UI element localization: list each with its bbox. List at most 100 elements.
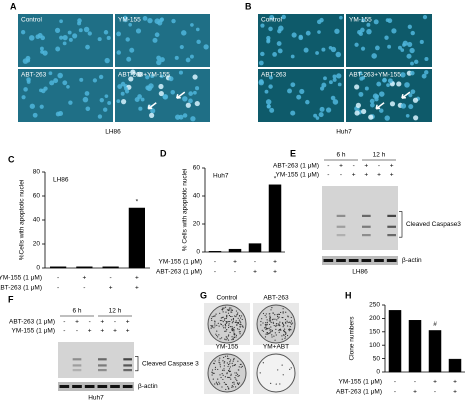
nucleus <box>79 77 84 82</box>
blot-band <box>98 369 107 372</box>
image-label: YM-155 <box>118 17 141 24</box>
colony <box>270 329 272 331</box>
colony <box>233 333 236 335</box>
colony <box>268 320 270 322</box>
colony <box>237 312 239 314</box>
bar <box>128 207 145 269</box>
colony <box>228 358 230 360</box>
colony <box>287 325 289 327</box>
colony <box>214 383 216 385</box>
colony <box>219 374 221 376</box>
colony <box>229 376 231 379</box>
colony <box>290 367 292 369</box>
nucleus <box>53 78 59 84</box>
colony <box>232 360 234 362</box>
colony <box>225 322 228 324</box>
colony <box>227 365 229 368</box>
colony <box>225 383 228 386</box>
colony <box>282 323 285 325</box>
colony <box>282 374 284 376</box>
colony <box>236 324 238 326</box>
nucleus <box>339 15 343 20</box>
colony <box>235 378 237 380</box>
colony <box>216 330 218 332</box>
colony <box>231 385 233 387</box>
colony <box>281 338 283 340</box>
colony <box>224 323 226 325</box>
colony <box>221 337 223 339</box>
image-label: ABT-263+YM-155 <box>349 72 401 79</box>
bar <box>248 243 262 253</box>
condition-name: YM-155 (1 μM) <box>339 379 382 386</box>
colony <box>231 386 233 388</box>
nucleus <box>409 47 415 54</box>
colony <box>269 313 271 315</box>
colony <box>276 323 278 325</box>
colony <box>227 363 230 366</box>
colony <box>213 327 215 329</box>
colony <box>231 336 233 338</box>
colony <box>226 355 229 357</box>
colony <box>216 334 218 337</box>
condition-sign: - <box>434 389 436 396</box>
nucleus <box>368 114 374 120</box>
colony <box>212 372 214 374</box>
colony <box>271 319 274 321</box>
colony <box>237 375 239 377</box>
nucleus <box>39 46 44 51</box>
nucleus <box>26 58 31 63</box>
colony <box>271 330 273 332</box>
colony <box>232 319 234 321</box>
nucleus <box>126 56 132 62</box>
colony <box>261 318 263 320</box>
treatment-sign: - <box>63 328 65 335</box>
condition-sign: - <box>414 379 416 386</box>
bar <box>448 358 462 373</box>
blot-band <box>98 358 107 361</box>
colony <box>235 336 237 338</box>
blot-band <box>336 259 346 262</box>
cell-line-label: Huh7 <box>88 395 104 402</box>
colony <box>290 320 293 322</box>
colony <box>265 316 267 318</box>
colony <box>231 328 233 330</box>
colony <box>274 332 276 334</box>
colony <box>277 324 279 326</box>
colony <box>278 313 281 315</box>
nucleus <box>269 15 275 21</box>
colony <box>241 325 243 327</box>
colony <box>238 375 240 377</box>
colony <box>237 317 239 319</box>
colony <box>283 334 285 336</box>
nucleus <box>330 95 336 101</box>
image-label: ABT-263+YM-155 <box>118 72 170 79</box>
y-tick-label: 40 <box>33 217 41 224</box>
condition-sign: - <box>254 259 256 266</box>
blot-band <box>72 369 82 372</box>
nucleus <box>171 18 176 24</box>
colony <box>271 334 273 336</box>
nucleus <box>397 45 402 50</box>
nucleus <box>203 44 209 50</box>
colony <box>229 359 232 361</box>
colony <box>223 327 225 329</box>
colony <box>228 308 230 310</box>
nucleus <box>360 46 366 51</box>
colony <box>223 356 225 359</box>
colony <box>239 323 241 326</box>
colony <box>210 324 212 327</box>
nucleus <box>59 19 63 24</box>
nucleus <box>424 70 429 75</box>
colony <box>283 328 286 330</box>
nucleus <box>48 71 53 76</box>
colony <box>226 362 228 364</box>
treatment-sign: + <box>100 319 104 326</box>
y-tick-label: 80 <box>33 169 41 176</box>
condition-sign: + <box>233 259 237 266</box>
nucleus <box>130 69 136 75</box>
colony <box>264 324 267 326</box>
bar <box>50 266 67 269</box>
colony <box>220 376 222 379</box>
nucleus <box>410 89 416 95</box>
nucleus <box>168 76 174 82</box>
